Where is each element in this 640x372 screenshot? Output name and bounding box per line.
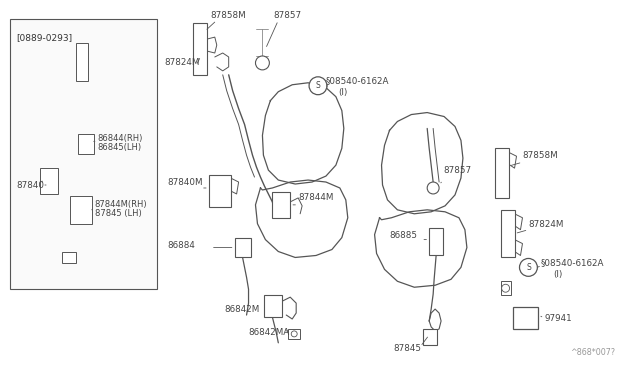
Text: 87844M(RH): 87844M(RH) [95, 201, 147, 209]
Circle shape [427, 182, 439, 194]
Bar [495, 148, 509, 198]
Text: 86842M: 86842M [225, 305, 260, 314]
Text: (I): (I) [553, 270, 563, 279]
Circle shape [309, 77, 327, 95]
Text: §08540-6162A: §08540-6162A [540, 258, 604, 267]
Circle shape [502, 284, 509, 292]
Bar [500, 210, 515, 257]
Bar [76, 43, 88, 81]
Bar [500, 281, 511, 295]
Text: 87845: 87845 [394, 344, 422, 353]
Text: 97941: 97941 [544, 314, 572, 324]
Text: 87857: 87857 [273, 11, 301, 20]
Bar [70, 196, 92, 224]
Bar [62, 251, 76, 263]
Bar [78, 134, 93, 154]
Text: 86884: 86884 [167, 241, 195, 250]
Text: 86885: 86885 [390, 231, 417, 240]
Bar [235, 238, 250, 257]
Text: 86845(LH): 86845(LH) [98, 143, 142, 152]
Circle shape [291, 331, 297, 337]
Text: 87824M: 87824M [164, 58, 200, 67]
Text: 87845 (LH): 87845 (LH) [95, 209, 141, 218]
Text: 87857: 87857 [443, 166, 471, 174]
Circle shape [520, 259, 538, 276]
Bar [264, 295, 282, 317]
Bar [273, 192, 290, 218]
Bar [288, 329, 300, 339]
Text: [0889-0293]: [0889-0293] [16, 33, 72, 42]
Bar [193, 23, 207, 75]
Text: §08540-6162A: §08540-6162A [326, 76, 390, 85]
Bar [10, 19, 157, 289]
Text: S: S [316, 81, 321, 90]
Text: 87858M: 87858M [522, 151, 558, 160]
Text: 87858M: 87858M [211, 11, 246, 20]
Text: (I): (I) [338, 88, 348, 97]
Bar [513, 307, 538, 329]
Bar [423, 329, 437, 345]
Text: 87844M: 87844M [298, 193, 333, 202]
Text: S: S [526, 263, 531, 272]
Bar [429, 228, 443, 256]
Circle shape [255, 56, 269, 70]
Text: 86844(RH): 86844(RH) [98, 134, 143, 143]
Bar [209, 175, 230, 207]
Text: ^868*007?: ^868*007? [571, 348, 616, 357]
Bar [40, 168, 58, 194]
Text: 87840: 87840 [16, 180, 44, 189]
Text: 86842MA: 86842MA [248, 328, 290, 337]
Text: 87840M: 87840M [167, 177, 203, 186]
Text: 87824M: 87824M [529, 220, 564, 229]
